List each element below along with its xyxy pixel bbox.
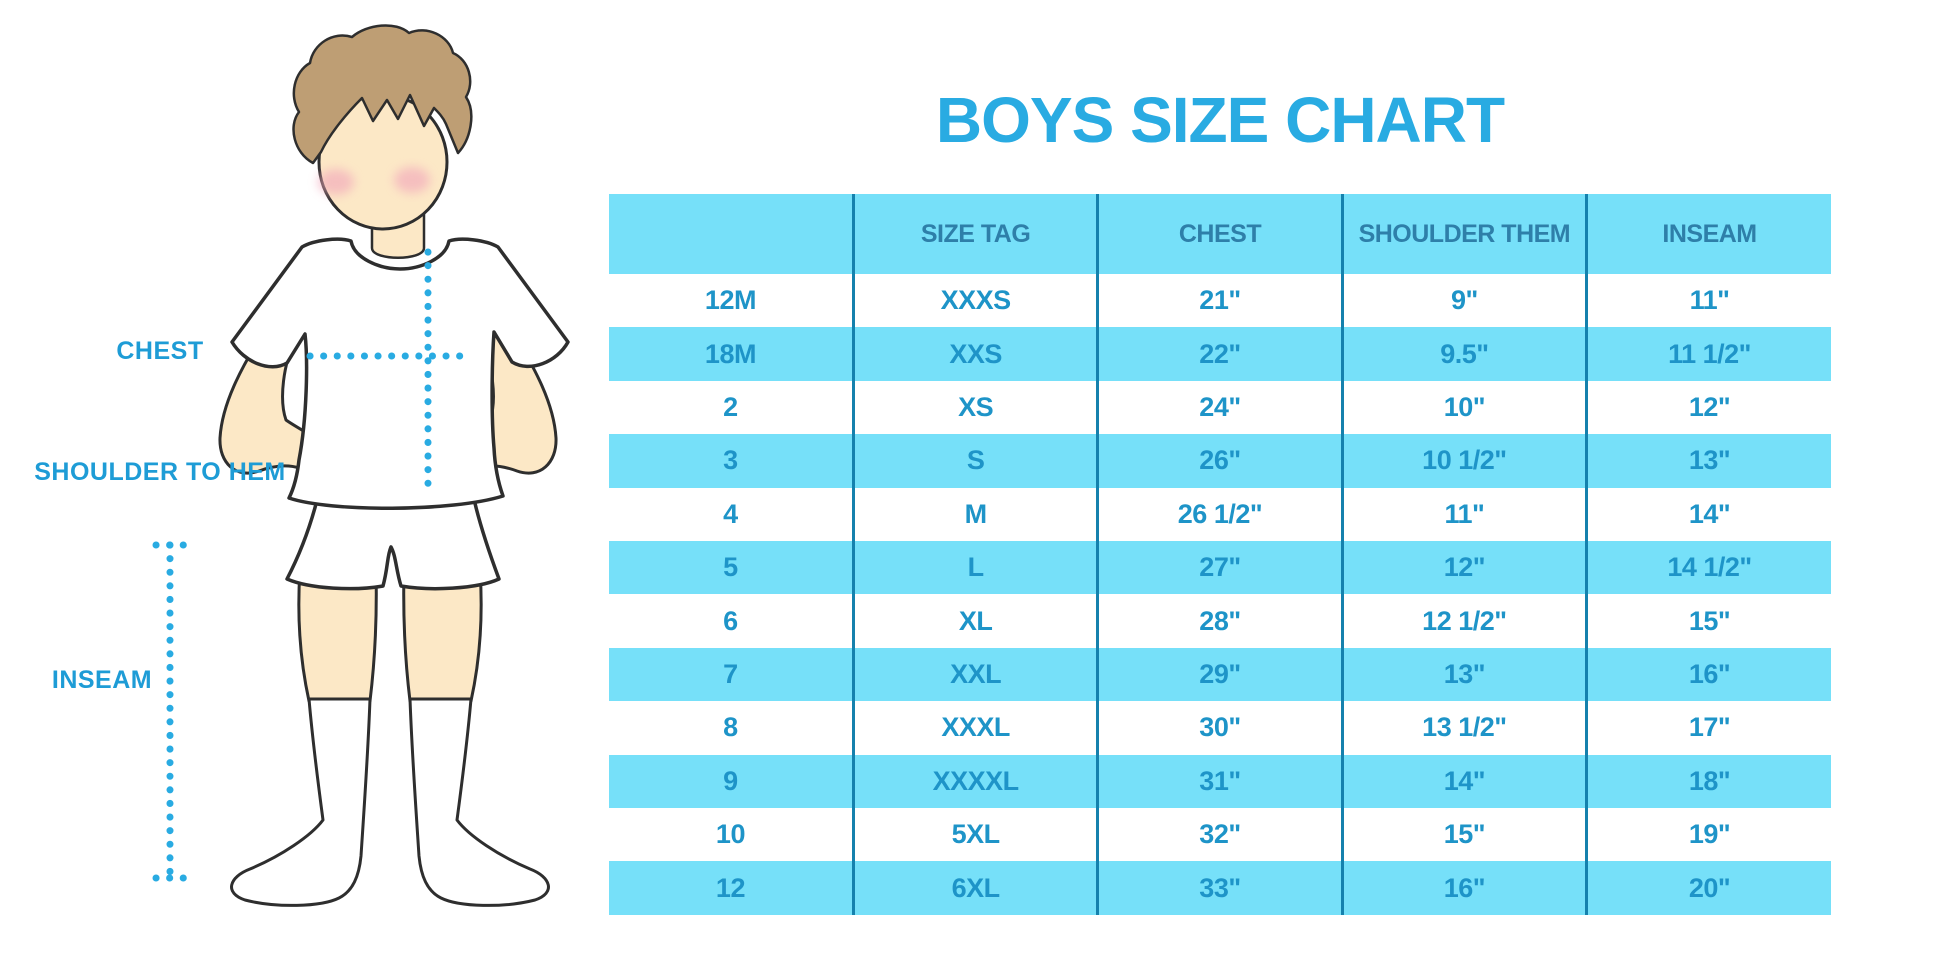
table-cell: S	[851, 434, 1098, 488]
table-cell: M	[851, 487, 1098, 542]
header-cell-shoulder: SHOULDER THEM	[1340, 194, 1587, 274]
table-row: 3 S 26" 10 1/2" 13"	[609, 434, 1831, 488]
table-cell: 13"	[1340, 647, 1587, 702]
table-row: 8 XXXL 30" 13 1/2" 17"	[609, 701, 1831, 755]
t-shirt	[230, 237, 570, 511]
table-cell: XL	[851, 594, 1098, 648]
table-cell: 14"	[1585, 487, 1831, 542]
table-cell: XXS	[851, 327, 1098, 381]
size-table-body: 12M XXXS 21" 9" 11" 18M XXS 22" 9.5" 11 1/2" 2 XS 24…	[609, 274, 1831, 915]
table-cell: 12"	[1585, 380, 1831, 435]
table-cell: 14 1/2"	[1585, 541, 1831, 595]
right-sock	[408, 697, 550, 907]
table-cell: 26"	[1096, 434, 1343, 488]
header-cell-inseam: INSEAM	[1585, 194, 1831, 274]
size-table-container: SIZE TAG CHEST SHOULDER THEM INSEAM 12M X…	[609, 194, 1831, 915]
size-table: SIZE TAG CHEST SHOULDER THEM INSEAM 12M X…	[609, 194, 1831, 915]
table-cell: 30"	[1096, 701, 1343, 755]
table-cell: 11"	[1585, 274, 1831, 328]
table-row: 18M XXS 22" 9.5" 11 1/2"	[609, 327, 1831, 381]
table-cell: 12 1/2"	[1340, 594, 1587, 648]
size-table-header: SIZE TAG CHEST SHOULDER THEM INSEAM	[609, 194, 1831, 274]
table-row: 12 6XL 33" 16" 20"	[609, 861, 1831, 915]
table-cell: 13"	[1585, 434, 1831, 488]
table-cell: 10"	[1340, 380, 1587, 435]
table-row: 4 M 26 1/2" 11" 14"	[609, 487, 1831, 542]
table-cell: 15"	[1585, 594, 1831, 648]
table-cell: 21"	[1096, 274, 1343, 328]
table-cell: 9.5"	[1340, 327, 1587, 381]
table-row: 6 XL 28" 12 1/2" 15"	[609, 594, 1831, 648]
table-cell: 29"	[1096, 647, 1343, 702]
header-cell-chest: CHEST	[1096, 194, 1343, 274]
table-cell: 33"	[1096, 861, 1343, 915]
table-cell: 8	[723, 712, 738, 743]
table-cell: 16"	[1340, 861, 1587, 915]
table-cell: XS	[851, 380, 1098, 435]
inseam-label: INSEAM	[51, 666, 153, 694]
table-cell: 18M	[609, 327, 854, 381]
table-cell: 2	[723, 392, 738, 423]
shoulder-to-hem-label: SHOULDER TO HEM	[34, 458, 286, 486]
header-cell-size	[609, 194, 854, 274]
table-cell: XXXXL	[851, 754, 1098, 809]
table-cell: 12M	[704, 285, 757, 316]
chest-label: CHEST	[116, 337, 204, 365]
table-cell: 4	[723, 498, 738, 529]
table-cell: 17"	[1585, 701, 1831, 755]
table-cell: 22"	[1096, 327, 1343, 381]
boy-measurement-illustration	[152, 24, 570, 907]
table-cell: 6	[723, 605, 738, 636]
table-cell: 13 1/2"	[1340, 701, 1587, 755]
table-row: 12M XXXS 21" 9" 11"	[609, 274, 1831, 328]
table-cell: 27"	[1096, 541, 1343, 595]
boy-figure	[218, 24, 570, 907]
table-cell: 6XL	[851, 861, 1098, 915]
page-title: BOYS SIZE CHART	[935, 83, 1505, 156]
table-cell: 9"	[1340, 274, 1587, 328]
table-cell: 9	[609, 754, 854, 809]
table-cell: 26 1/2"	[1096, 487, 1343, 542]
table-cell: XXXL	[851, 701, 1098, 755]
table-cell: 10	[715, 819, 746, 850]
table-cell: 12"	[1340, 541, 1587, 595]
header-row: SIZE TAG CHEST SHOULDER THEM INSEAM	[609, 194, 1831, 274]
table-cell: 24"	[1096, 380, 1343, 435]
header-cell-size-tag: SIZE TAG	[851, 194, 1098, 274]
table-cell: 15"	[1340, 808, 1587, 862]
table-cell: 19"	[1585, 808, 1831, 862]
table-cell: XXL	[851, 647, 1098, 702]
table-cell: 16"	[1585, 647, 1831, 702]
table-cell: 12	[609, 861, 854, 915]
measurement-guides	[152, 248, 470, 882]
table-cell: 5	[609, 541, 854, 595]
table-cell: XXXS	[851, 274, 1098, 328]
hair	[292, 24, 473, 165]
table-cell: 20"	[1585, 861, 1831, 915]
table-row: 5 L 27" 12" 14 1/2"	[609, 541, 1831, 595]
table-cell: L	[851, 541, 1098, 595]
table-row: 7 XXL 29" 13" 16"	[609, 647, 1831, 702]
left-blush	[318, 169, 354, 195]
table-row: 9 XXXXL 31" 14" 18"	[609, 754, 1831, 809]
table-cell: 5XL	[851, 808, 1098, 862]
inseam-measure-line	[152, 541, 194, 882]
table-cell: 11 1/2"	[1585, 327, 1831, 381]
right-blush	[394, 167, 430, 193]
table-cell: 10 1/2"	[1340, 434, 1587, 488]
table-cell: 31"	[1096, 754, 1343, 809]
table-cell: 28"	[1096, 594, 1343, 648]
table-row: 2 XS 24" 10" 12"	[609, 380, 1831, 435]
table-cell: 7	[609, 647, 854, 702]
table-cell: 14"	[1340, 754, 1587, 809]
table-cell: 32"	[1096, 808, 1343, 862]
table-cell: 11"	[1340, 487, 1587, 542]
table-cell: 3	[609, 434, 854, 488]
table-row: 10 5XL 32" 15" 19"	[609, 808, 1831, 862]
left-sock	[230, 697, 372, 907]
table-cell: 18"	[1585, 754, 1831, 809]
